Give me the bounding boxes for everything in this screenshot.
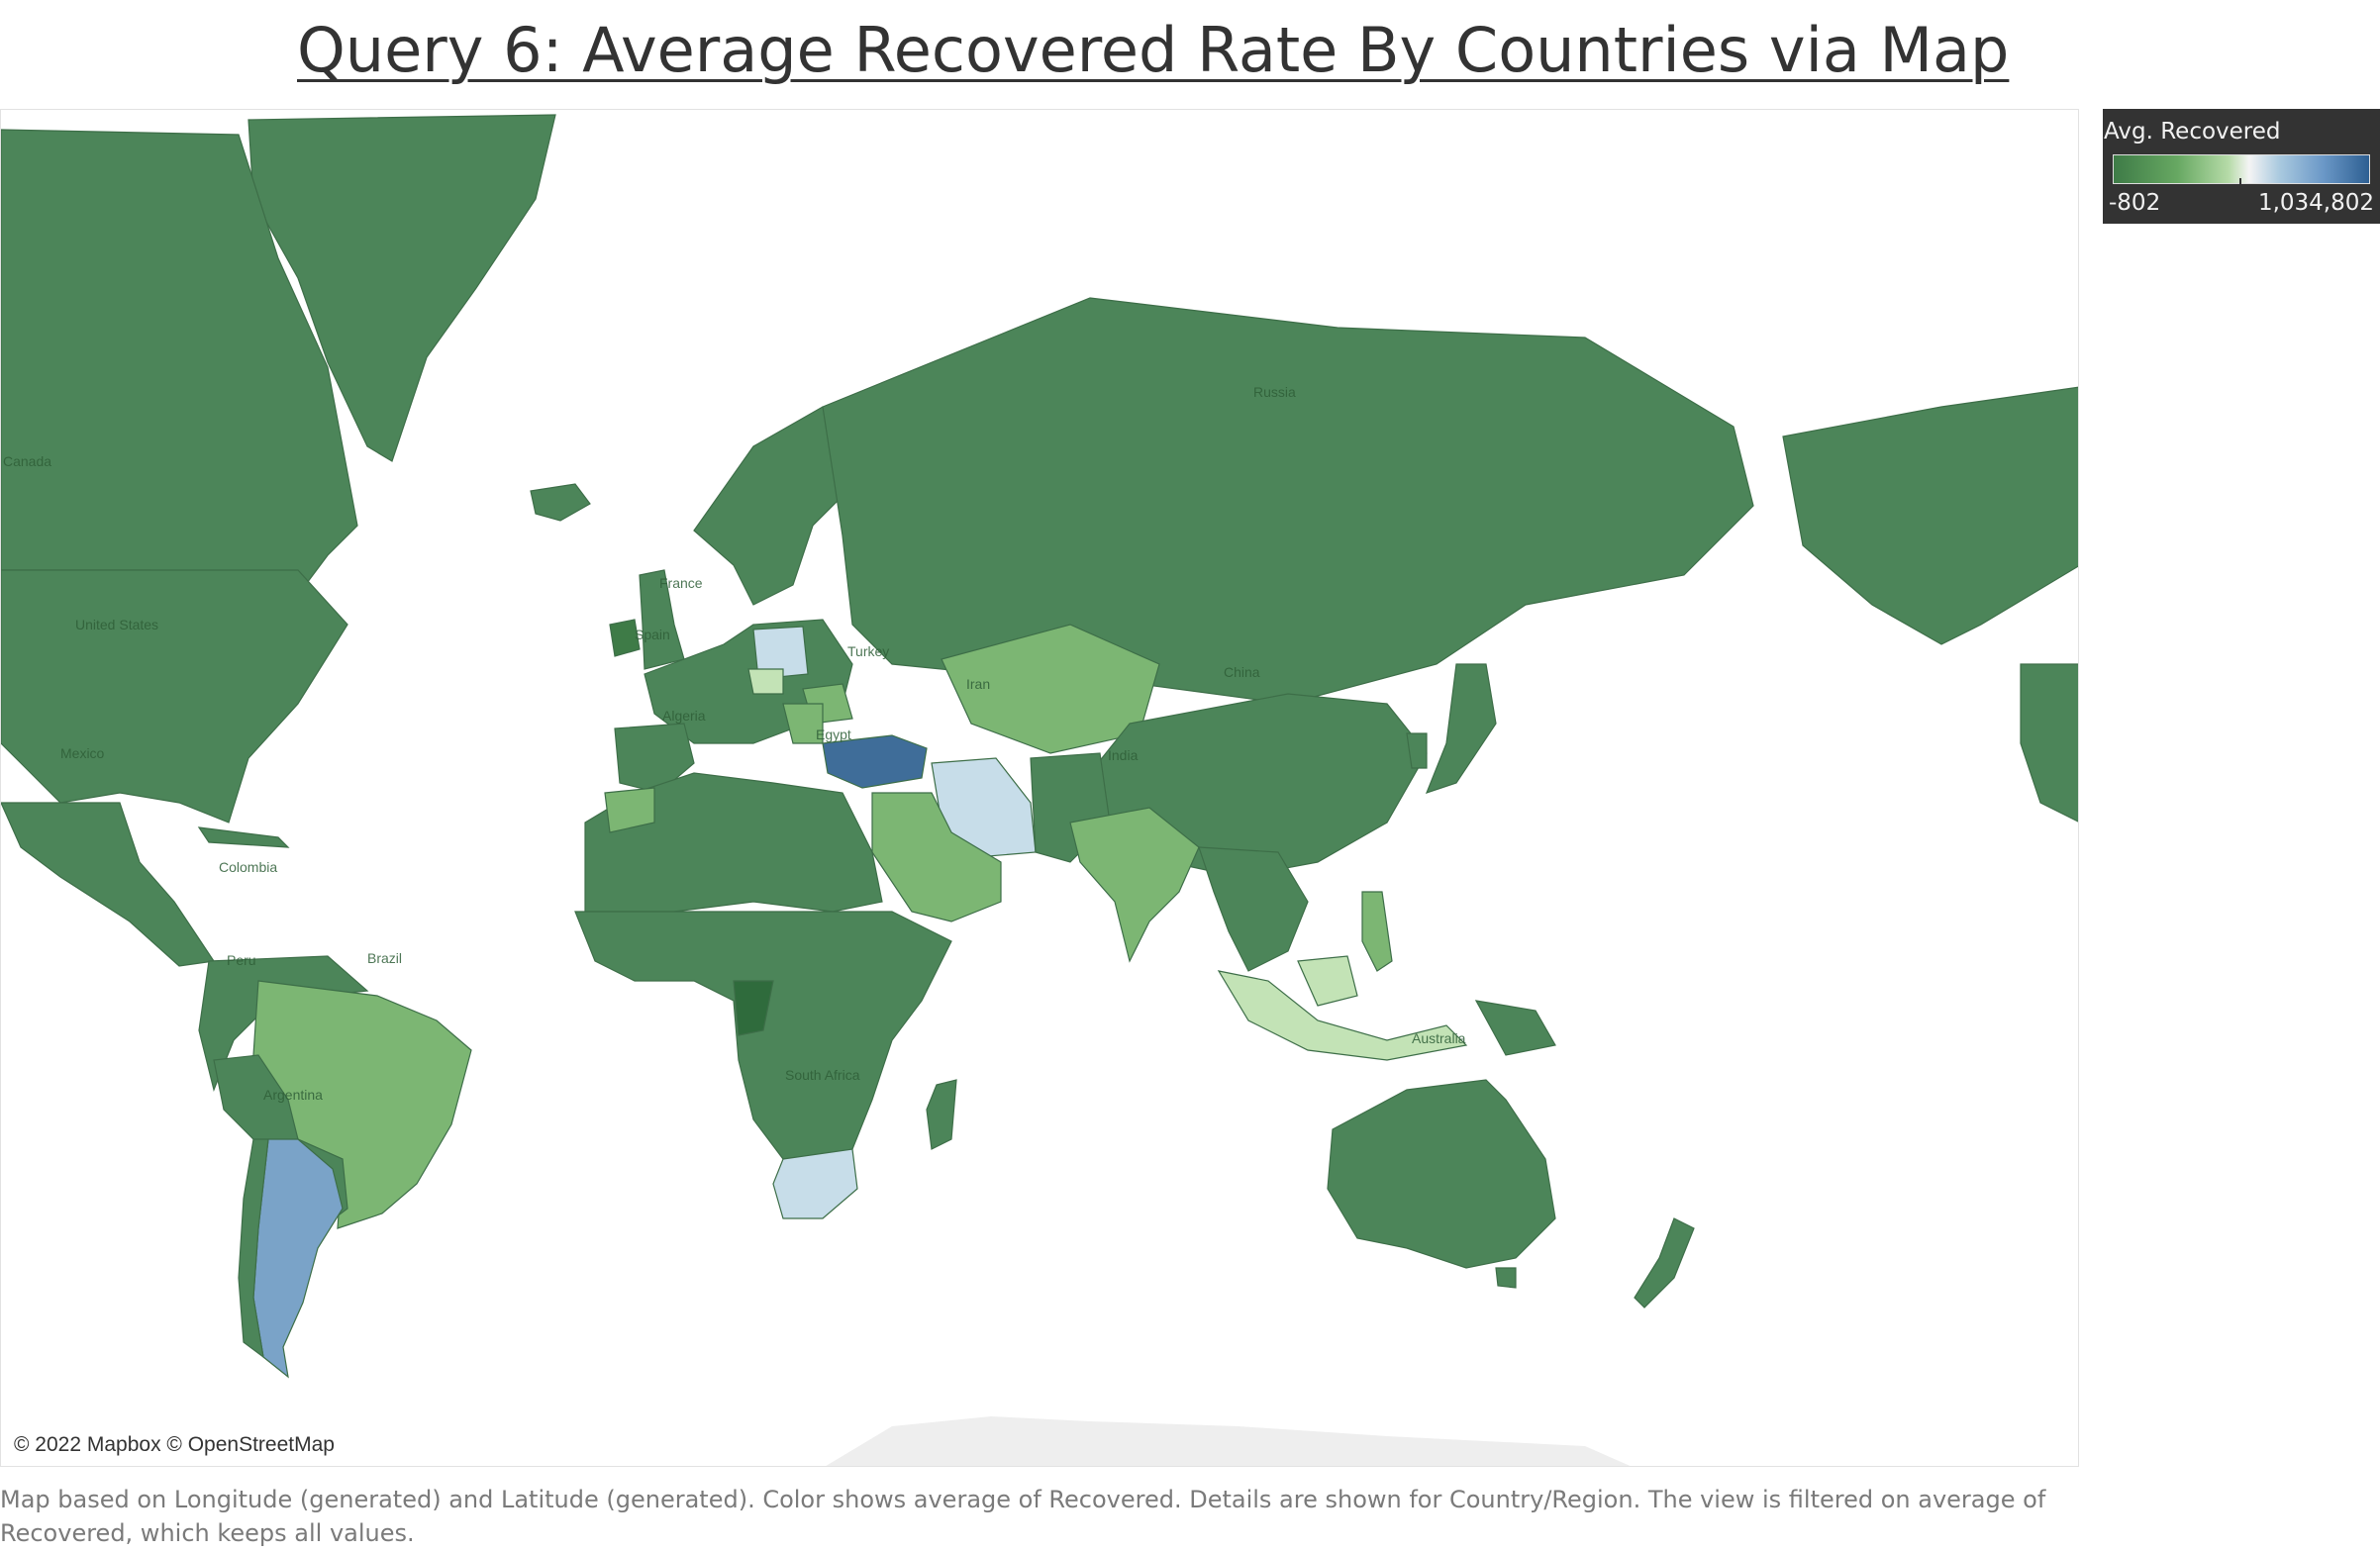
label-mexico: Mexico <box>60 745 105 761</box>
region-new-zealand <box>1634 1217 1695 1309</box>
region-antarctica <box>826 1416 1631 1466</box>
region-philippines <box>1361 891 1393 972</box>
region-korea <box>1406 732 1428 769</box>
region-greenland <box>248 114 556 462</box>
region-poland <box>752 626 809 680</box>
label-india: India <box>1108 747 1139 763</box>
region-alaska <box>2020 663 2078 823</box>
region-mexico <box>1 802 216 967</box>
region-central-light <box>747 668 784 695</box>
legend-min-label: -802 <box>2109 190 2161 216</box>
label-egypt: Egypt <box>816 727 851 742</box>
region-india <box>1069 807 1200 963</box>
caption-footnote: Map based on Longitude (generated) and L… <box>0 1486 2046 1547</box>
region-russia <box>822 297 1754 705</box>
region-madagascar <box>926 1079 957 1150</box>
legend-title: Avg. Recovered <box>2104 119 2281 145</box>
region-united-states <box>1 569 348 824</box>
label-south-africa: South Africa <box>785 1067 860 1083</box>
region-australia <box>1327 1079 1556 1269</box>
region-tasmania <box>1495 1267 1517 1289</box>
legend-max-label: 1,034,802 <box>2257 190 2374 216</box>
label-france: France <box>659 575 703 591</box>
region-ireland <box>609 619 641 657</box>
region-far-east <box>1782 386 2078 645</box>
region-borneo <box>1297 955 1358 1007</box>
region-png <box>1474 1000 1556 1056</box>
region-indonesia <box>1217 970 1468 1061</box>
label-iran: Iran <box>966 676 990 692</box>
region-iberia <box>614 723 695 794</box>
region-chile <box>238 1138 269 1359</box>
color-legend: Avg. Recovered -802 1,034,802 <box>2103 109 2380 224</box>
label-algeria: Algeria <box>662 708 706 724</box>
legend-midpoint-tick <box>2239 178 2241 186</box>
map-attribution[interactable]: © 2022 Mapbox © OpenStreetMap <box>14 1433 335 1456</box>
label-brazil: Brazil <box>367 950 402 966</box>
region-southeast-asia <box>1198 846 1309 972</box>
region-scandinavia <box>693 406 873 606</box>
region-morocco <box>604 787 655 833</box>
region-south-africa <box>772 1148 858 1219</box>
label-colombia: Colombia <box>219 859 277 875</box>
label-spain: Spain <box>635 627 670 642</box>
label-australia: Australia <box>1412 1030 1466 1046</box>
label-argentina: Argentina <box>263 1087 323 1103</box>
label-russia: Russia <box>1253 384 1296 400</box>
region-turkey <box>822 734 928 789</box>
world-map[interactable]: Canada United States Mexico Colombia Bra… <box>0 109 2079 1467</box>
region-arabia <box>871 792 1002 922</box>
region-japan <box>1425 663 1497 794</box>
label-united-states: United States <box>75 617 158 632</box>
legend-gradient-bar <box>2113 154 2370 184</box>
region-argentina <box>252 1138 344 1379</box>
page-title: Query 6: Average Recovered Rate By Count… <box>297 14 2010 86</box>
region-caribbean <box>197 826 290 848</box>
label-china: China <box>1224 664 1260 680</box>
region-iceland <box>530 483 591 522</box>
region-sub-saharan-africa <box>574 911 952 1160</box>
label-peru: Peru <box>227 952 256 968</box>
label-turkey: Turkey <box>847 643 889 659</box>
region-congo <box>733 980 774 1036</box>
label-canada: Canada <box>3 453 51 469</box>
